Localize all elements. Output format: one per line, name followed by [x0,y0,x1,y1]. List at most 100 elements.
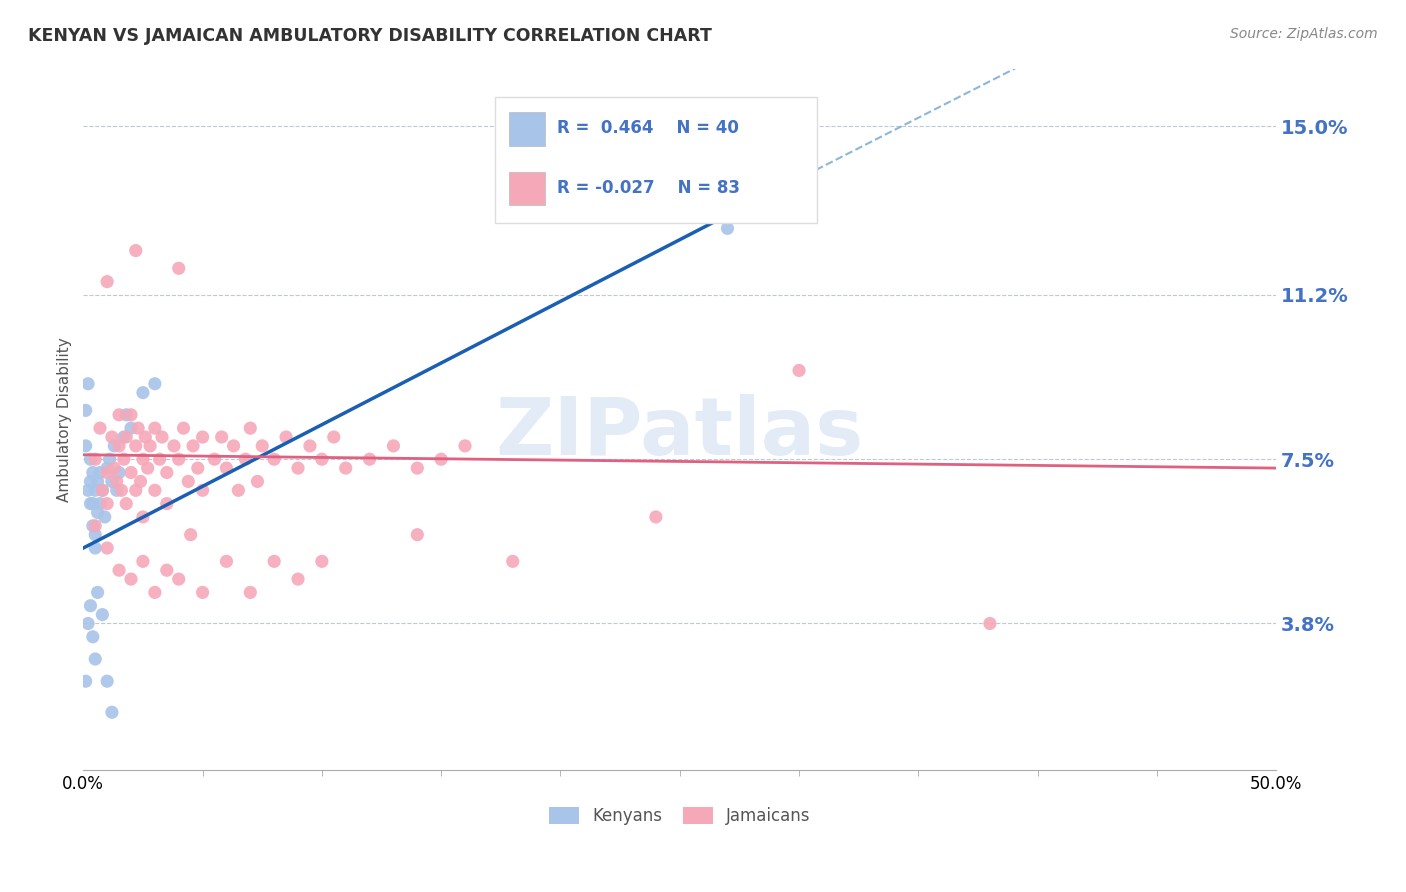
Point [263,452,285,467]
FancyBboxPatch shape [509,171,546,205]
Point [173,421,195,435]
Point [96,461,118,475]
Point [239,585,262,599]
Point [235,452,257,467]
Point [120,421,142,435]
Point [108,563,131,577]
Point [84,527,107,541]
Point [103,439,125,453]
Point [96,466,118,480]
Point [89,466,111,480]
Point [115,430,138,444]
Point [287,461,309,475]
Point [215,461,238,475]
Point [96,275,118,289]
Point [125,244,148,258]
Point [101,475,124,489]
Point [127,421,149,435]
Point [75,674,97,689]
Point [143,376,166,391]
Point [156,497,179,511]
Point [143,483,166,498]
Point [263,554,285,568]
Point [91,483,114,498]
Point [82,497,104,511]
Point [150,430,173,444]
Point [105,475,128,489]
Point [125,439,148,453]
Point [156,563,179,577]
Point [787,363,810,377]
Point [79,497,101,511]
Point [222,439,245,453]
Point [125,483,148,498]
Point [110,483,132,498]
Point [322,430,344,444]
Point [187,461,209,475]
Text: ZIPatlas: ZIPatlas [496,394,863,472]
Point [91,483,114,498]
Point [502,554,524,568]
Point [132,385,155,400]
Point [143,585,166,599]
Point [82,466,104,480]
Point [136,461,159,475]
Point [287,572,309,586]
Text: KENYAN VS JAMAICAN AMBULATORY DISABILITY CORRELATION CHART: KENYAN VS JAMAICAN AMBULATORY DISABILITY… [28,27,711,45]
Point [311,554,333,568]
Point [211,430,233,444]
Point [96,541,118,555]
Point [101,706,124,720]
Point [79,452,101,467]
Point [112,430,135,444]
Point [430,452,453,467]
Point [167,452,190,467]
Point [215,554,238,568]
Point [115,497,138,511]
Point [406,461,429,475]
Point [274,430,297,444]
Point [644,510,666,524]
Point [101,430,124,444]
Point [132,554,155,568]
Point [163,439,186,453]
Point [132,452,155,467]
Point [77,483,100,498]
Point [143,421,166,435]
Point [311,452,333,467]
Point [134,430,156,444]
Point [75,403,97,417]
Text: R = -0.027    N = 83: R = -0.027 N = 83 [557,178,740,197]
Point [96,497,118,511]
Point [716,221,738,235]
Point [105,483,128,498]
Point [79,475,101,489]
Point [979,616,1001,631]
Point [120,466,142,480]
Point [382,439,405,453]
FancyBboxPatch shape [509,112,546,145]
Point [84,518,107,533]
Point [108,439,131,453]
Point [298,439,321,453]
Point [406,527,429,541]
Point [84,483,107,498]
Point [191,483,214,498]
Point [252,439,274,453]
Point [167,572,190,586]
Point [246,475,269,489]
Point [239,421,262,435]
Point [115,408,138,422]
Point [75,439,97,453]
FancyBboxPatch shape [495,96,817,223]
Point [454,439,477,453]
Point [177,475,200,489]
Point [167,261,190,276]
Point [191,585,214,599]
Point [84,652,107,666]
Point [96,674,118,689]
Point [77,616,100,631]
Point [98,452,121,467]
Point [77,376,100,391]
Point [149,452,172,467]
